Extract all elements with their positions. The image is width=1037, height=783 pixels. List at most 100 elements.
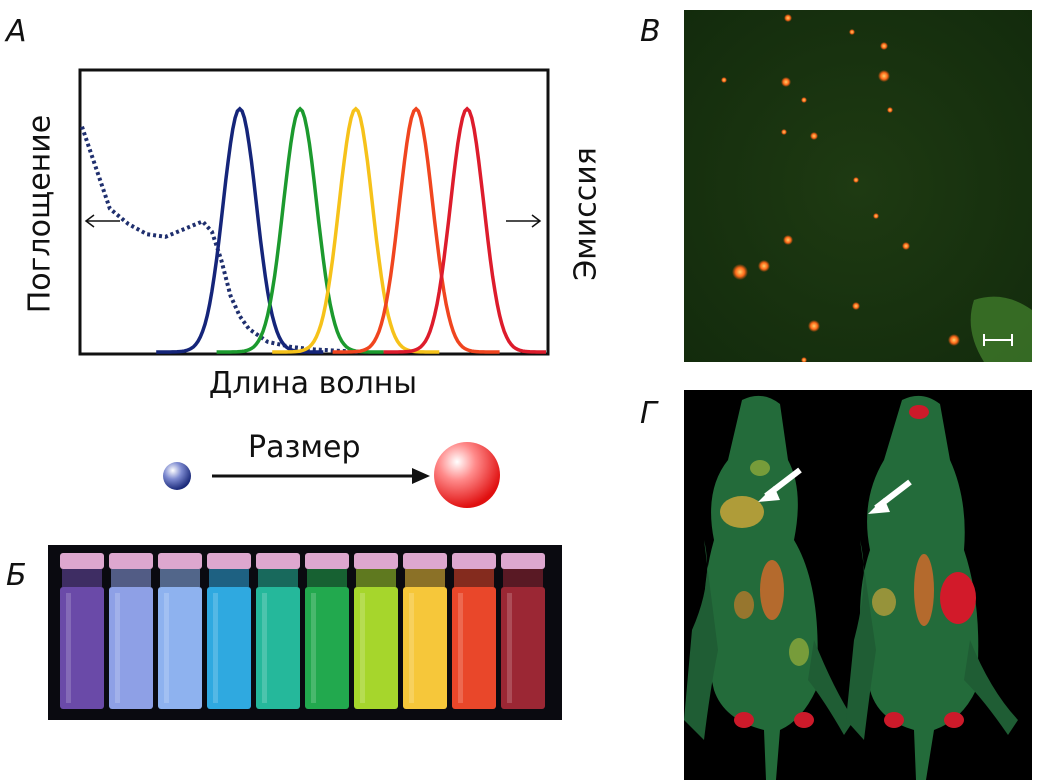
fluorescent-spot	[783, 235, 793, 245]
vial-3	[158, 553, 202, 709]
panel-letter-b: Б	[6, 558, 27, 593]
fluorescent-spot	[801, 97, 807, 103]
vial-liquid	[501, 587, 545, 709]
vial-highlight	[458, 593, 463, 703]
large-nanoparticle-icon	[434, 442, 500, 508]
size-label: Размер	[248, 430, 361, 465]
vial-highlight	[360, 593, 365, 703]
absorption-axis-label-box: Поглощение	[0, 98, 80, 330]
size-arrow-head-icon	[412, 468, 430, 484]
vial-8	[403, 553, 447, 709]
vial-liquid	[60, 587, 104, 709]
vial-liquid	[109, 587, 153, 709]
tissue-region	[970, 296, 1032, 362]
vial-highlight	[164, 593, 169, 703]
vial-highlight	[213, 593, 218, 703]
vial-cap	[60, 553, 104, 569]
fluorescent-spot	[853, 177, 859, 183]
fluorescent-spot	[880, 42, 888, 50]
vial-1	[60, 553, 104, 709]
vial-cap	[109, 553, 153, 569]
vial-neck	[258, 569, 298, 587]
vial-neck	[307, 569, 347, 587]
plot-area	[80, 106, 546, 354]
right-arrow-icon	[506, 214, 542, 228]
mouse-right	[846, 395, 1018, 780]
fluorescent-spot	[784, 14, 792, 22]
fluorescent-spot	[801, 357, 807, 362]
fluorescent-spot	[810, 132, 818, 140]
panel-letter-d: Г	[640, 396, 657, 431]
vial-5	[256, 553, 300, 709]
vial-10	[501, 553, 545, 709]
vial-7	[354, 553, 398, 709]
vial-liquid	[452, 587, 496, 709]
wavelength-axis-label: Длина волны	[208, 366, 418, 401]
vial-cap	[305, 553, 349, 569]
emission-peak-5	[383, 106, 546, 354]
fluorescent-spot	[732, 264, 748, 280]
plot-frame	[78, 68, 550, 356]
fluorescent-spot	[808, 320, 820, 332]
vial-9	[452, 553, 496, 709]
fluorescent-spot	[873, 213, 879, 219]
vial-neck	[356, 569, 396, 587]
vial-cap	[403, 553, 447, 569]
vial-neck	[209, 569, 249, 587]
fluorescent-spot	[781, 129, 787, 135]
spectra-chart	[78, 68, 550, 356]
vial-liquid	[158, 587, 202, 709]
vial-cap	[501, 553, 545, 569]
emission-axis-label-box: Эмиссия	[556, 98, 616, 330]
scale-bar-icon	[983, 334, 1013, 346]
vial-cap	[207, 553, 251, 569]
vial-cap	[452, 553, 496, 569]
vial-neck	[405, 569, 445, 587]
vial-neck	[62, 569, 102, 587]
vial-4	[207, 553, 251, 709]
vial-highlight	[115, 593, 120, 703]
arrow-right-mouse-icon	[868, 479, 912, 514]
vial-highlight	[507, 593, 512, 703]
fluorescent-spot	[948, 334, 960, 346]
fluorescent-spot	[849, 29, 855, 35]
emission-axis-label: Эмиссия	[568, 147, 604, 281]
vial-cap	[158, 553, 202, 569]
vial-neck	[160, 569, 200, 587]
fluorescent-spot	[852, 302, 860, 310]
vial-highlight	[409, 593, 414, 703]
vial-6	[305, 553, 349, 709]
panel-letter-c: В	[640, 14, 661, 49]
size-diagram	[163, 442, 500, 508]
fluorescent-spot	[721, 77, 727, 83]
vial-highlight	[311, 593, 316, 703]
fluorescent-spot	[887, 107, 893, 113]
micrograph-photo	[684, 10, 1032, 362]
fluorescent-spot	[758, 260, 770, 272]
mouse-left	[684, 395, 854, 780]
fluorescent-spot	[902, 242, 910, 250]
vial-liquid	[354, 587, 398, 709]
left-arrow-icon	[84, 214, 120, 228]
vial-cap	[256, 553, 300, 569]
vial-neck	[454, 569, 494, 587]
vial-liquid	[305, 587, 349, 709]
vial-highlight	[262, 593, 267, 703]
vial-liquid	[403, 587, 447, 709]
mouse-imaging-photo	[684, 390, 1032, 780]
fluorescent-spot	[781, 77, 791, 87]
vials-photo	[48, 545, 562, 720]
vial-liquid	[256, 587, 300, 709]
vial-neck	[111, 569, 151, 587]
arrow-left-mouse-icon	[758, 467, 802, 502]
panel-letter-a: А	[6, 14, 27, 49]
vial-liquid	[207, 587, 251, 709]
vial-2	[109, 553, 153, 709]
vial-cap	[354, 553, 398, 569]
vial-neck	[503, 569, 543, 587]
fluorescent-spot	[878, 70, 890, 82]
emission-peak-4	[332, 106, 500, 354]
small-nanoparticle-icon	[163, 462, 191, 490]
vial-highlight	[66, 593, 71, 703]
absorption-axis-label: Поглощение	[22, 114, 58, 314]
